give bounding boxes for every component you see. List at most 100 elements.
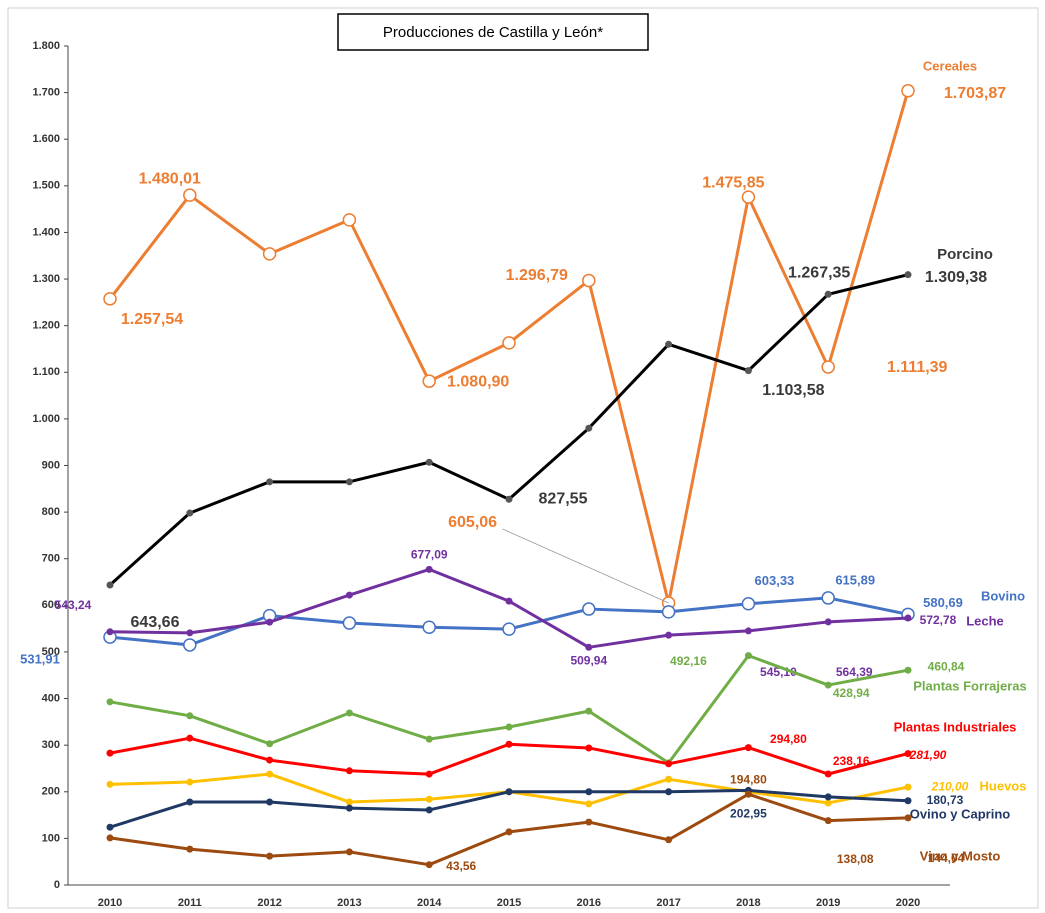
point-marker: [904, 271, 912, 279]
point-marker: [824, 770, 832, 778]
data-label: 677,09: [411, 548, 448, 562]
data-label: 138,08: [837, 852, 874, 866]
chart-frame: [7, 7, 1039, 909]
point-marker: [824, 793, 832, 801]
point-marker: [422, 620, 436, 634]
data-label: 1.703,87: [944, 85, 1006, 102]
y-tick-label: 800: [42, 506, 60, 518]
point-marker: [106, 698, 114, 706]
y-tick-label: 200: [42, 786, 60, 798]
x-tick-label: 2010: [98, 897, 122, 909]
point-marker: [106, 628, 114, 636]
point-marker: [266, 852, 274, 860]
series-label: Cereales: [923, 58, 977, 73]
x-tick-label: 2016: [577, 897, 601, 909]
data-label: 827,55: [539, 490, 588, 507]
series-label: Huevos: [980, 778, 1027, 793]
point-marker: [266, 478, 274, 486]
x-tick-label: 2019: [816, 897, 840, 909]
point-marker: [665, 836, 673, 844]
point-marker: [425, 806, 433, 814]
point-marker: [744, 367, 752, 375]
point-marker: [824, 817, 832, 825]
y-tick-label: 1.800: [32, 40, 60, 52]
data-label: 202,95: [730, 807, 767, 821]
point-marker: [106, 780, 114, 788]
leader-line: [502, 528, 669, 604]
point-marker: [425, 861, 433, 869]
series-label: Plantas Forrajeras: [913, 678, 1026, 693]
data-label: 1.103,58: [762, 382, 824, 399]
data-label: 1.267,35: [788, 264, 850, 281]
point-marker: [505, 597, 513, 605]
x-tick-label: 2011: [178, 897, 202, 909]
point-marker: [186, 798, 194, 806]
point-marker: [425, 795, 433, 803]
point-marker: [824, 290, 832, 298]
data-label: 210,00: [931, 779, 969, 793]
data-label: 1.475,85: [702, 174, 764, 191]
point-marker: [262, 247, 277, 261]
point-marker: [585, 643, 593, 651]
point-marker: [342, 213, 357, 227]
point-marker: [186, 845, 194, 853]
point-marker: [665, 760, 673, 768]
point-marker: [505, 723, 513, 731]
data-label: 294,80: [770, 732, 807, 746]
point-marker: [266, 618, 274, 626]
point-marker: [183, 188, 197, 202]
point-marker: [103, 292, 117, 306]
y-tick-label: 900: [42, 459, 60, 471]
point-marker: [186, 629, 194, 637]
x-tick-label: 2015: [497, 897, 521, 909]
point-marker: [502, 336, 516, 350]
y-tick-label: 700: [42, 553, 60, 565]
point-marker: [582, 273, 596, 288]
data-label: 43,56: [446, 859, 476, 873]
point-marker: [582, 602, 596, 616]
data-label: 572,78: [920, 613, 957, 627]
y-tick-label: 1.100: [32, 366, 60, 378]
data-label: 281,90: [909, 748, 947, 762]
data-label: 1.111,39: [887, 359, 948, 376]
point-marker: [106, 749, 114, 757]
point-marker: [904, 797, 912, 805]
x-tick-label: 2012: [257, 897, 281, 909]
point-marker: [585, 424, 593, 432]
point-marker: [665, 631, 673, 639]
point-marker: [345, 804, 353, 812]
point-marker: [345, 767, 353, 775]
series-label: Leche: [966, 613, 1004, 628]
point-marker: [665, 340, 673, 348]
point-marker: [342, 616, 357, 630]
data-label: 643,66: [131, 614, 180, 631]
y-tick-label: 100: [42, 832, 60, 844]
series-label: Bovino: [981, 588, 1025, 603]
point-marker: [901, 84, 915, 98]
data-label: 543,24: [55, 598, 92, 612]
point-marker: [425, 770, 433, 778]
point-marker: [266, 798, 274, 806]
point-marker: [186, 509, 194, 517]
point-marker: [106, 834, 114, 842]
point-marker: [183, 638, 197, 652]
point-marker: [186, 734, 194, 742]
chart-title: Producciones de Castilla y León*: [383, 24, 603, 41]
point-marker: [585, 707, 593, 715]
point-marker: [744, 652, 752, 660]
point-marker: [585, 788, 593, 796]
point-marker: [505, 740, 513, 748]
data-label: 194,80: [730, 772, 767, 786]
point-marker: [821, 591, 835, 605]
x-tick-label: 2020: [896, 897, 920, 909]
data-label: 1.296,79: [506, 267, 568, 284]
data-label: 1.257,54: [121, 311, 183, 328]
point-marker: [904, 750, 912, 758]
series-label: Porcino: [937, 246, 993, 263]
data-label: 603,33: [755, 573, 795, 588]
data-label: 531,91: [20, 652, 60, 667]
point-marker: [106, 581, 114, 589]
series-label: Ovino y Caprino: [910, 806, 1010, 821]
data-label: 238,16: [833, 754, 870, 768]
data-label: 1.480,01: [139, 170, 201, 187]
